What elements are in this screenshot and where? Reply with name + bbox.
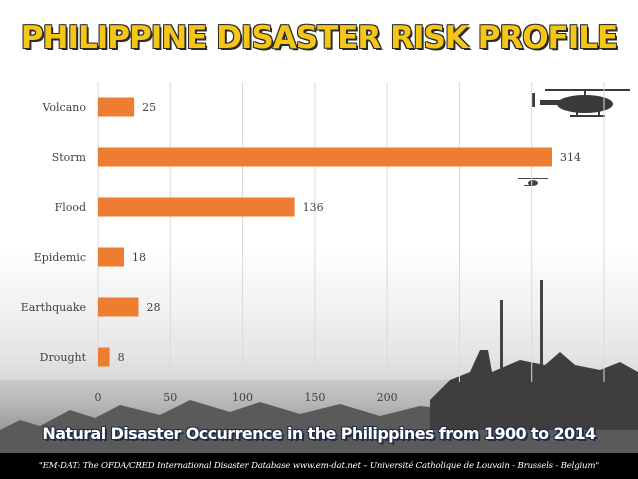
x-tick-label: 300 <box>521 391 542 404</box>
x-tick-label: 0 <box>95 391 102 404</box>
chart-subtitle: Natural Disaster Occurrence in the Phili… <box>42 424 596 443</box>
category-label: Volcano <box>41 101 86 114</box>
ship-mast <box>540 280 543 365</box>
data-label: 25 <box>142 101 156 114</box>
data-label: 18 <box>132 251 146 264</box>
bar <box>98 347 110 367</box>
category-label: Epidemic <box>34 251 86 264</box>
helicopter-icon <box>518 178 548 186</box>
x-tick-label: 50 <box>163 391 177 404</box>
data-label: 314 <box>560 151 581 164</box>
x-tick-label: 350 <box>594 391 615 404</box>
x-tick-label: 250 <box>449 391 470 404</box>
category-label: Earthquake <box>21 301 86 314</box>
x-tick-label: 100 <box>232 391 253 404</box>
category-label: Storm <box>52 151 87 164</box>
data-label: 28 <box>146 301 160 314</box>
x-tick-label: 200 <box>377 391 398 404</box>
bar <box>98 247 125 267</box>
category-label: Flood <box>55 201 86 214</box>
bar <box>98 197 295 217</box>
page-title: PHILIPPINE DISASTER RISK PROFILE <box>20 20 618 56</box>
helicopter-icon <box>532 89 630 117</box>
bar <box>98 147 552 167</box>
bar <box>98 297 139 317</box>
x-tick-label: 150 <box>304 391 325 404</box>
bar <box>98 97 135 117</box>
data-label: 8 <box>118 351 125 364</box>
data-label: 136 <box>303 201 324 214</box>
source-citation: "EM-DAT: The OFDA/CRED International Dis… <box>0 453 638 479</box>
ship-silhouette <box>430 350 638 430</box>
ship-mast <box>500 300 503 370</box>
category-label: Drought <box>40 351 87 364</box>
